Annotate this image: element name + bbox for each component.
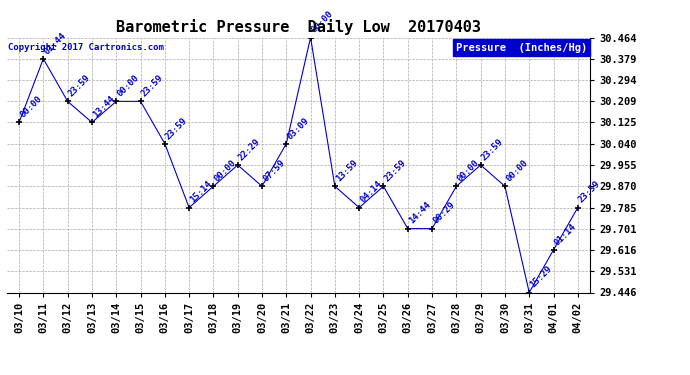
Text: 15:14: 15:14 [188, 180, 214, 205]
Text: 23:59: 23:59 [164, 116, 189, 141]
Text: 23:59: 23:59 [139, 73, 165, 99]
Text: 00:00: 00:00 [310, 9, 335, 35]
Text: 14:44: 14:44 [407, 201, 433, 226]
Text: 00:00: 00:00 [455, 158, 481, 183]
Text: 23:59: 23:59 [480, 137, 505, 162]
Text: 00:00: 00:00 [115, 73, 141, 99]
Text: 22:29: 22:29 [237, 137, 262, 162]
Text: 07:59: 07:59 [262, 158, 286, 183]
Text: 23:59: 23:59 [67, 73, 92, 99]
Text: 00:29: 00:29 [431, 201, 457, 226]
Text: 00:00: 00:00 [504, 158, 529, 183]
Text: Pressure  (Inches/Hg): Pressure (Inches/Hg) [456, 43, 587, 52]
Text: 13:44: 13:44 [91, 94, 117, 120]
Text: 03:09: 03:09 [286, 116, 310, 141]
Text: Copyright 2017 Cartronics.com: Copyright 2017 Cartronics.com [8, 43, 164, 52]
Text: 00:00: 00:00 [213, 158, 238, 183]
Text: 13:59: 13:59 [334, 158, 359, 183]
Text: 15:29: 15:29 [529, 264, 554, 290]
Text: 23:59: 23:59 [383, 158, 408, 183]
Text: 01:44: 01:44 [43, 31, 68, 56]
Text: 04:14: 04:14 [358, 180, 384, 205]
Title: Barometric Pressure  Daily Low  20170403: Barometric Pressure Daily Low 20170403 [116, 19, 481, 35]
Text: 23:59: 23:59 [577, 180, 602, 205]
Text: 00:00: 00:00 [18, 94, 43, 120]
Text: 01:14: 01:14 [553, 222, 578, 247]
